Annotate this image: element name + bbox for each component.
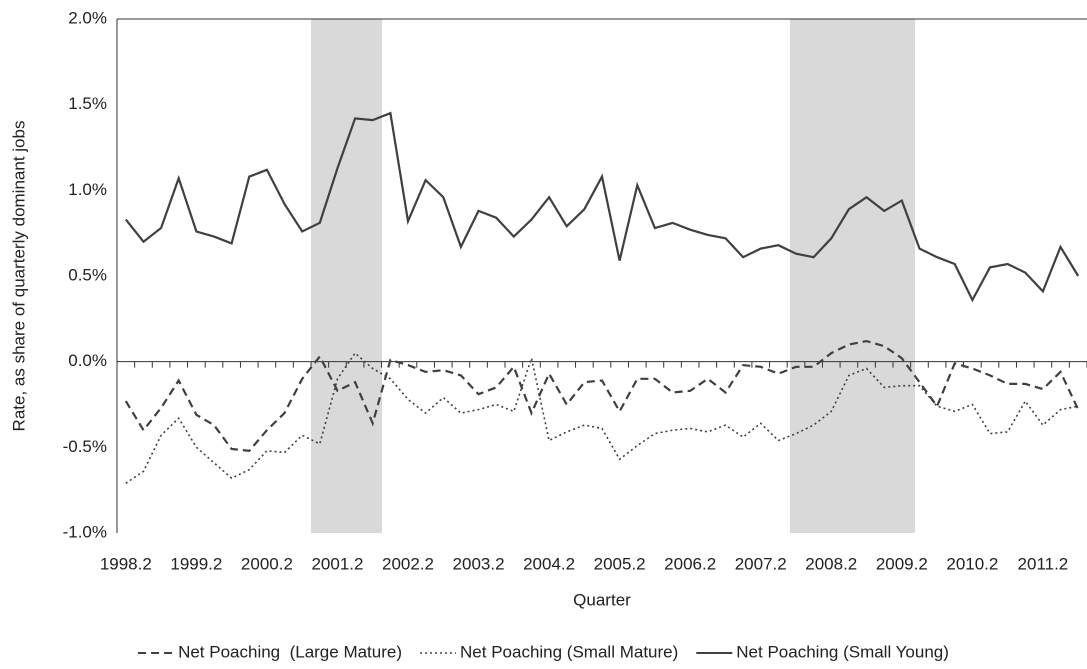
y-tick-label: 0.0% — [68, 351, 107, 370]
x-tick-label: 1998.2 — [100, 554, 152, 573]
x-tick-label: 2009.2 — [876, 554, 928, 573]
x-tick-label: 2004.2 — [523, 554, 575, 573]
y-tick-label: -0.5% — [63, 437, 107, 456]
series-line — [124, 111, 1080, 303]
recession-band — [311, 19, 382, 533]
x-tick-label: 2002.2 — [382, 554, 434, 573]
series-line — [124, 339, 1080, 452]
x-tick-label: 2005.2 — [594, 554, 646, 573]
y-tick-label: -1.0% — [63, 522, 107, 541]
x-tick-label: 2008.2 — [805, 554, 857, 573]
legend-label: Net Poaching (Small Young) — [736, 642, 949, 661]
legend-label: Net Poaching (Large Mature) — [178, 642, 402, 661]
y-tick-label: 1.0% — [68, 180, 107, 199]
y-tick-label: 0.5% — [68, 265, 107, 284]
y-axis-title: Rate, as share of quarterly dominant job… — [9, 121, 28, 432]
x-tick-label: 2011.2 — [1018, 554, 1069, 573]
legend-label: Net Poaching (Small Mature) — [460, 642, 678, 661]
y-tick-label: 1.5% — [68, 94, 107, 113]
x-tick-label: 2006.2 — [664, 554, 716, 573]
x-tick-label: 1999.2 — [170, 554, 222, 573]
series-line — [125, 351, 1079, 484]
recession-band — [790, 19, 915, 533]
x-axis-title: Quarter — [573, 590, 631, 609]
x-tick-label: 2010.2 — [946, 554, 998, 573]
x-tick-label: 2003.2 — [453, 554, 505, 573]
x-tick-label: 2000.2 — [241, 554, 293, 573]
x-tick-label: 2007.2 — [735, 554, 787, 573]
y-tick-label: 2.0% — [68, 8, 107, 27]
x-tick-label: 2001.2 — [311, 554, 363, 573]
